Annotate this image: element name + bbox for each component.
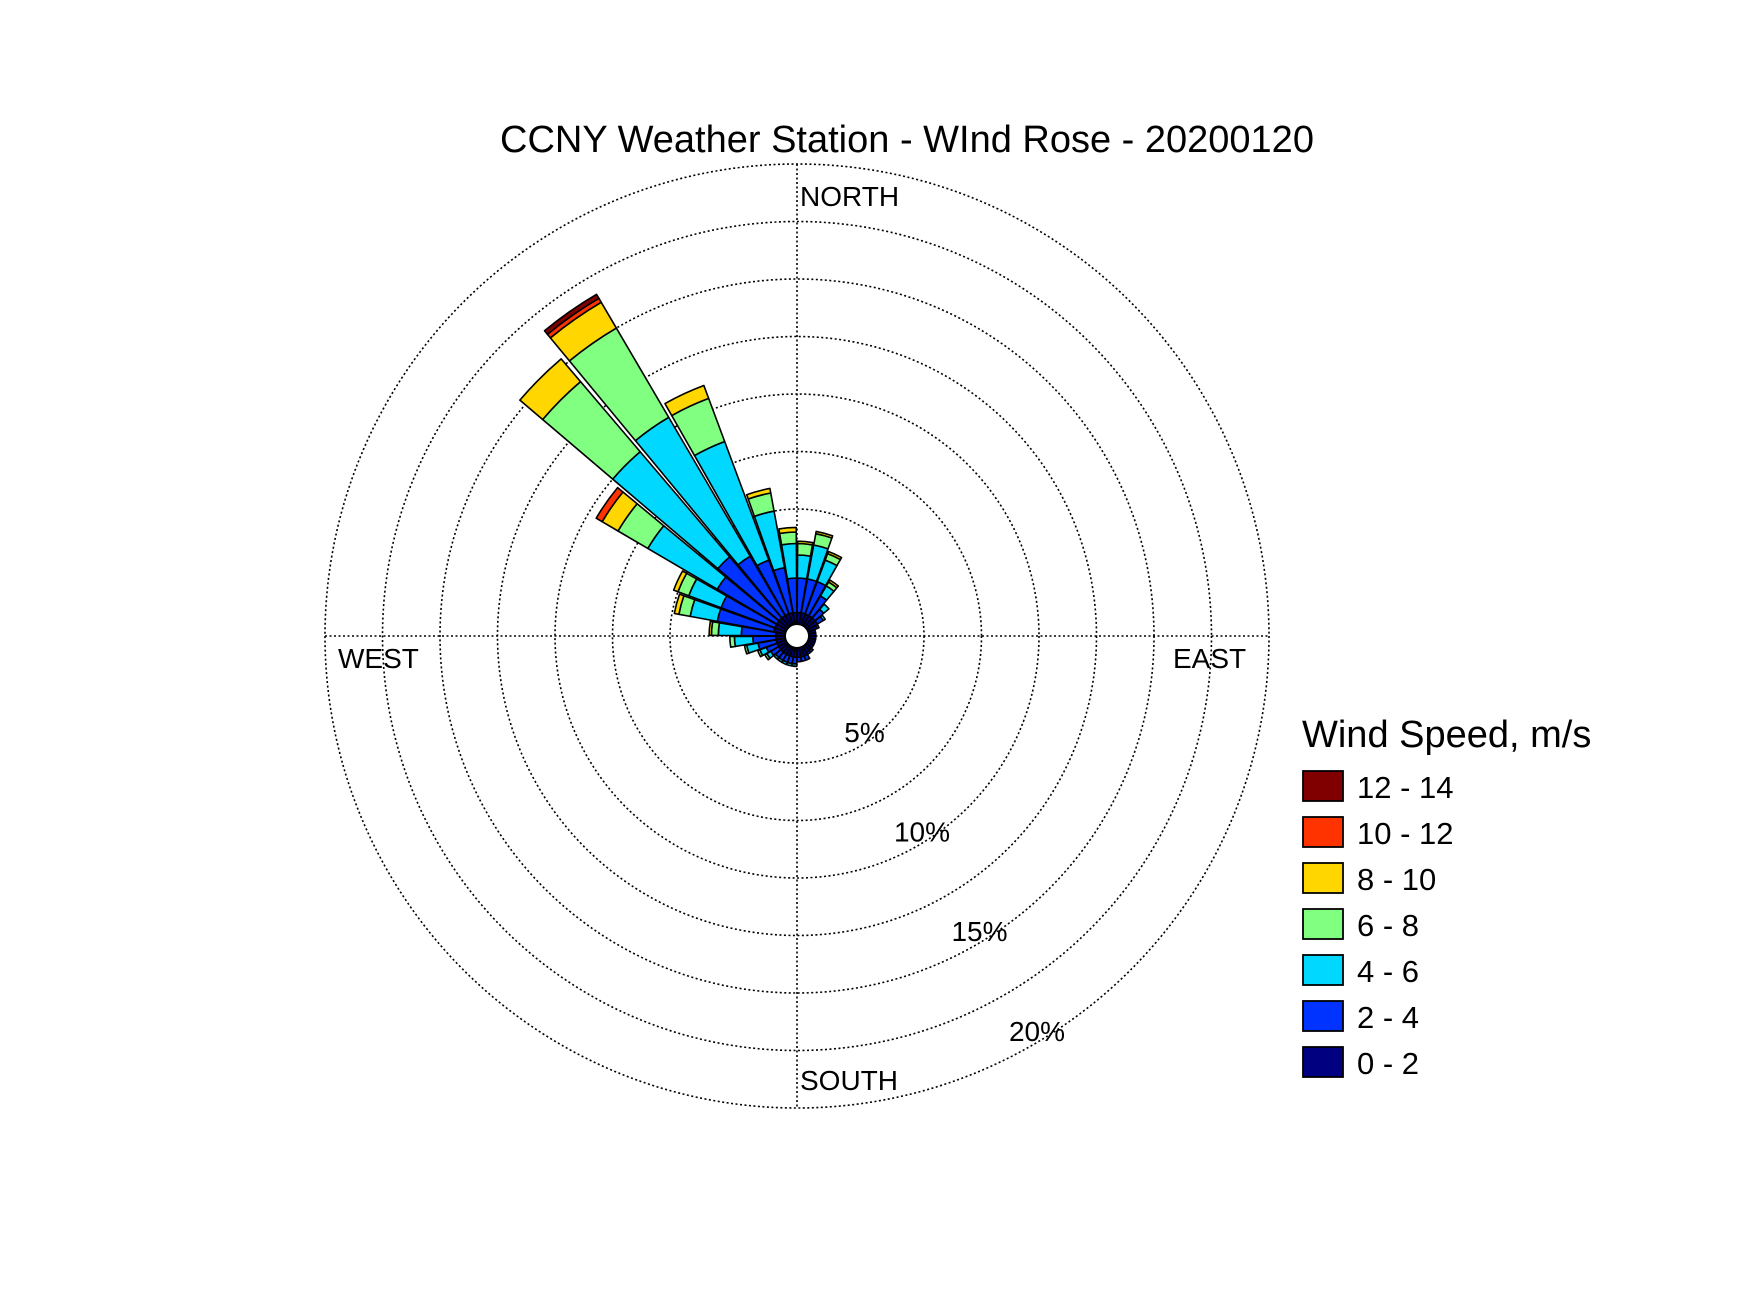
- radial-tick-label: 10%: [894, 817, 950, 848]
- wind-rose-wedge: [827, 579, 840, 589]
- legend-swatch: [1302, 770, 1344, 802]
- radial-tick-labels: 5% 10% 15% 20%: [844, 717, 1065, 1047]
- wind-rose-wedge: [778, 526, 798, 535]
- wind-rose-wedge: [796, 542, 814, 557]
- legend: 12 - 14 10 - 12 8 - 10 6 - 8 4 - 6 2 - 4 0 - 2: [1302, 770, 1454, 1081]
- legend-label: 10 - 12: [1357, 816, 1454, 851]
- direction-label-south: SOUTH: [800, 1065, 898, 1096]
- legend-swatch: [1302, 862, 1344, 894]
- wind-rose-wedge: [796, 656, 803, 663]
- legend-label: 12 - 14: [1357, 770, 1454, 805]
- wind-rose-wedge: [519, 358, 582, 421]
- radial-tick-label: 5%: [844, 717, 884, 748]
- wind-rose-wedge: [818, 603, 830, 615]
- wind-rose-wedge: [745, 487, 772, 500]
- legend-swatch: [1302, 1000, 1344, 1032]
- wind-rose-wedge: [543, 293, 600, 336]
- radial-tick-label: 20%: [1009, 1016, 1065, 1047]
- legend-label: 2 - 4: [1357, 1000, 1419, 1035]
- direction-label-east: EAST: [1173, 643, 1246, 674]
- legend-swatch: [1302, 1046, 1344, 1078]
- wind-rose-wedge: [708, 620, 714, 637]
- wind-rose-wedge: [778, 531, 798, 546]
- direction-label-north: NORTH: [800, 181, 899, 212]
- wind-rose-wedge: [796, 540, 814, 546]
- wind-rose-wedge: [826, 550, 843, 561]
- legend-label: 4 - 6: [1357, 954, 1419, 989]
- legend-label: 0 - 2: [1357, 1046, 1419, 1081]
- wind-rose-wedge: [791, 662, 798, 668]
- wind-rose-wedge: [595, 486, 624, 523]
- legend-label: 6 - 8: [1357, 908, 1419, 943]
- polar-grid: [324, 163, 1270, 1109]
- wind-rose-wedges: [519, 293, 843, 668]
- radial-tick-label: 15%: [951, 916, 1007, 947]
- legend-swatch: [1302, 816, 1344, 848]
- legend-title: Wind Speed, m/s: [1302, 714, 1591, 756]
- wind-rose-wedge: [814, 530, 834, 539]
- chart-title: CCNY Weather Station - WInd Rose - 20200…: [500, 119, 1314, 161]
- grid-ring: [611, 450, 983, 822]
- wind-rose-wedge: [819, 614, 827, 622]
- wind-rose-wedge: [672, 570, 688, 593]
- legend-swatch: [1302, 908, 1344, 940]
- center-calm-circle: [784, 623, 810, 649]
- wind-rose-wedge: [729, 635, 737, 649]
- legend-swatch: [1302, 954, 1344, 986]
- direction-label-west: WEST: [338, 643, 419, 674]
- wind-rose-wedge: [673, 593, 685, 616]
- wind-rose-wedge: [664, 384, 710, 417]
- legend-label: 8 - 10: [1357, 862, 1436, 897]
